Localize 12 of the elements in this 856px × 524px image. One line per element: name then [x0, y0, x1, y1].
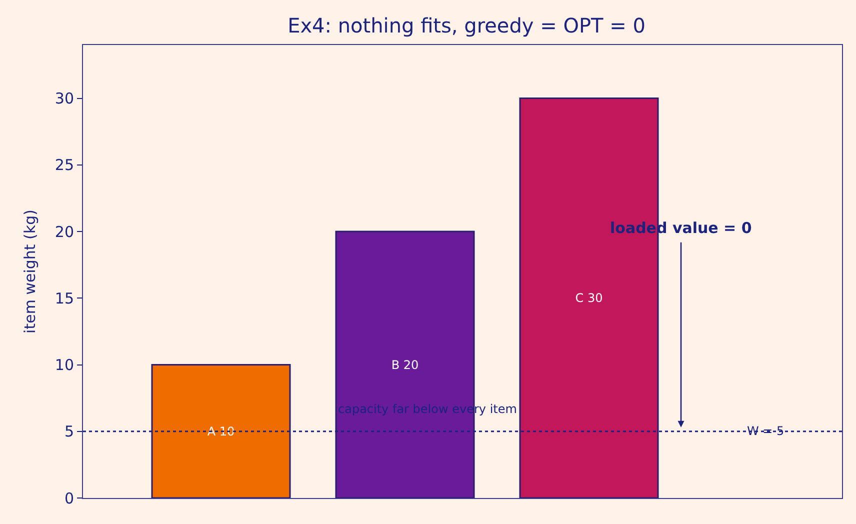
data-label: B 20 [391, 358, 419, 372]
y-tick-label: 10 [54, 356, 74, 374]
y-tick-label: 15 [54, 289, 74, 308]
y-tick-label: 30 [54, 90, 74, 108]
y-axis-title: item weight (kg) [21, 210, 40, 334]
bar [151, 364, 291, 498]
y-tick-label: 20 [54, 222, 74, 241]
y-tick-label: 25 [54, 156, 74, 174]
y-tick-label: 5 [64, 422, 74, 441]
y-tick-label: 0 [64, 489, 74, 508]
chart-title: Ex4: nothing fits, greedy = OPT = 0 [288, 13, 646, 38]
data-label: C 30 [575, 291, 603, 306]
